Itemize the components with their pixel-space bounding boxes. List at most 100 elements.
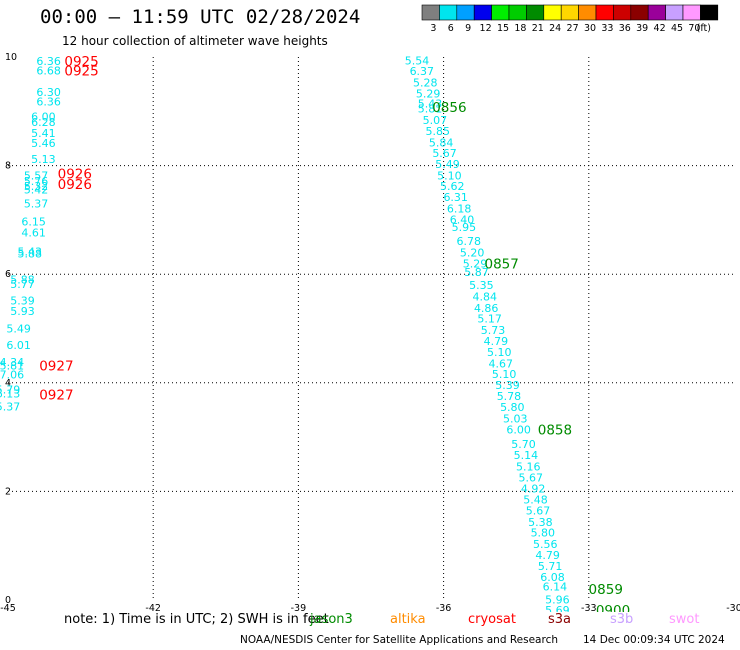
x-tick-label: -36 [436, 603, 452, 612]
y-tick-label: 4 [5, 378, 11, 389]
wave-height-value: 5.88 [10, 274, 35, 287]
x-tick-label: -45 [0, 603, 16, 612]
wave-height-value: 5.37 [24, 198, 49, 211]
pass-time-label: 0926 [58, 167, 92, 183]
wave-height-value: 6.15 [21, 216, 46, 229]
wave-height-value: 5.38 [528, 516, 553, 529]
wave-height-value: 4.67 [488, 357, 513, 370]
satellite-legend-item: s3a [548, 612, 572, 627]
wave-height-value: 5.81 [418, 103, 443, 116]
wave-height-value: 5.95 [452, 221, 477, 234]
colorbar-label: 27 [567, 23, 579, 34]
wave-height-value: 6.01 [6, 339, 31, 352]
colorbar-unit: (ft) [697, 23, 711, 34]
wave-height-value: 5.70 [511, 438, 536, 451]
x-tick-label: -39 [291, 603, 307, 612]
wave-height-value: 5.71 [538, 560, 563, 573]
wave-height-value: 6.14 [543, 580, 568, 593]
x-tick-label: -42 [145, 603, 161, 612]
wave-height-value: 6.00 [506, 423, 531, 436]
wave-height-value: 5.85 [426, 125, 451, 138]
color-scale-legend: 3 6 9 12 15 18 21 24 27 30 33 36 39 42 45 70(ft) [421, 4, 719, 34]
pass-time-label: 0925 [64, 54, 98, 70]
pass-time-label: 0927 [39, 358, 73, 374]
wave-height-value: 6.36 [36, 96, 61, 109]
wave-height-value: 5.43 [18, 245, 43, 258]
satellite-legend-item: altika [390, 612, 426, 627]
colorbar-label: 24 [549, 23, 561, 34]
wave-height-value: 5.88 [18, 248, 43, 261]
wave-height-value: 5.10 [437, 169, 462, 182]
wave-height-value: 5.77 [10, 278, 35, 291]
footnote: note: 1) Time is in UTC; 2) SWH is in fe… [64, 612, 329, 627]
wave-height-value: 4.61 [21, 226, 46, 239]
colorbar-label: 12 [480, 23, 492, 34]
wave-height-value: 5.80 [531, 527, 556, 540]
colorbar-label: 6 [448, 23, 454, 34]
wave-height-value: 6.40 [450, 213, 475, 226]
x-tick-label: -33 [581, 603, 597, 612]
wave-height-value: 5.37 [0, 401, 20, 414]
wave-height-value: 5.29 [416, 87, 441, 100]
chart-title: 00:00 – 11:59 UTC 02/28/2024 [40, 6, 361, 28]
wave-height-value: 5.84 [429, 136, 454, 149]
wave-height-value: 5.54 [405, 54, 430, 67]
wave-height-value: 6.36 [36, 55, 61, 68]
colorbar-swatch [700, 4, 719, 21]
wave-height-value: 5.48 [523, 494, 548, 507]
pass-time-label: 0858 [538, 422, 572, 438]
y-tick-label: 6 [5, 269, 11, 280]
wave-height-value: 5.69 [545, 604, 570, 612]
colorbar-label: 3 [430, 23, 436, 34]
wave-height-value: 5.49 [6, 323, 31, 336]
wave-height-value: 5.32 [24, 180, 49, 193]
satellite-legend-item: s3b [610, 612, 634, 627]
credit-line: NOAA/NESDIS Center for Satellite Applica… [240, 634, 558, 646]
y-tick-label: 0 [5, 595, 11, 606]
wave-height-value: 5.46 [31, 137, 56, 150]
colorbar-label: 33 [601, 23, 613, 34]
wave-height-value: 4.84 [472, 290, 497, 303]
wave-height-value: 5.43 [418, 98, 443, 111]
wave-height-value: 5.29 [463, 257, 488, 270]
pass-time-label: 0925 [64, 64, 98, 80]
wave-height-value: 5.78 [497, 390, 522, 403]
wave-height-value: 5.35 [469, 279, 494, 292]
wave-height-value: 5.80 [500, 401, 525, 414]
wave-height-value: 5.67 [432, 147, 457, 160]
wave-height-value: 5.39 [495, 379, 520, 392]
wave-height-value: 5.16 [516, 460, 541, 473]
timestamp: 14 Dec 00:09:34 UTC 2024 [583, 634, 725, 646]
wave-height-value: 6.28 [31, 116, 56, 129]
wave-height-value: 5.39 [10, 294, 35, 307]
wave-height-value: 6.37 [410, 65, 435, 78]
pass-time-label: 0859 [589, 582, 623, 598]
wave-height-value: 5.76 [24, 175, 49, 188]
satellite-legend-item: jason3 [310, 612, 353, 627]
wave-height-value: 5.93 [10, 305, 35, 318]
wave-height-value: 5.14 [514, 449, 539, 462]
pass-time-label: 0856 [432, 100, 466, 116]
colorbar-label: 9 [465, 23, 471, 34]
colorbar-label: 15 [497, 23, 509, 34]
chart-subtitle: 12 hour collection of altimeter wave hei… [62, 34, 328, 48]
wave-height-value: 4.86 [474, 302, 499, 315]
wave-height-value: 5.79 [0, 383, 20, 396]
wave-height-value: 5.03 [503, 413, 528, 426]
wave-height-value: 5.20 [460, 246, 485, 259]
wave-height-value: 4.79 [484, 335, 509, 348]
wave-height-value: 4.79 [535, 549, 560, 562]
wave-height-value: 5.10 [487, 346, 512, 359]
y-tick-label: 8 [5, 161, 11, 172]
wave-height-value: 6.13 [0, 388, 20, 401]
wave-height-value: 5.57 [24, 169, 49, 182]
wave-height-value: 5.62 [440, 180, 465, 193]
wave-height-value: 6.78 [457, 235, 482, 248]
colorbar-label: 18 [514, 23, 526, 34]
wave-height-value: 5.17 [477, 313, 502, 326]
wave-height-value: 5.81 [0, 359, 24, 372]
x-tick-label: -30 [726, 603, 740, 612]
pass-time-label: 0927 [39, 388, 73, 404]
wave-height-value: 6.18 [447, 202, 472, 215]
